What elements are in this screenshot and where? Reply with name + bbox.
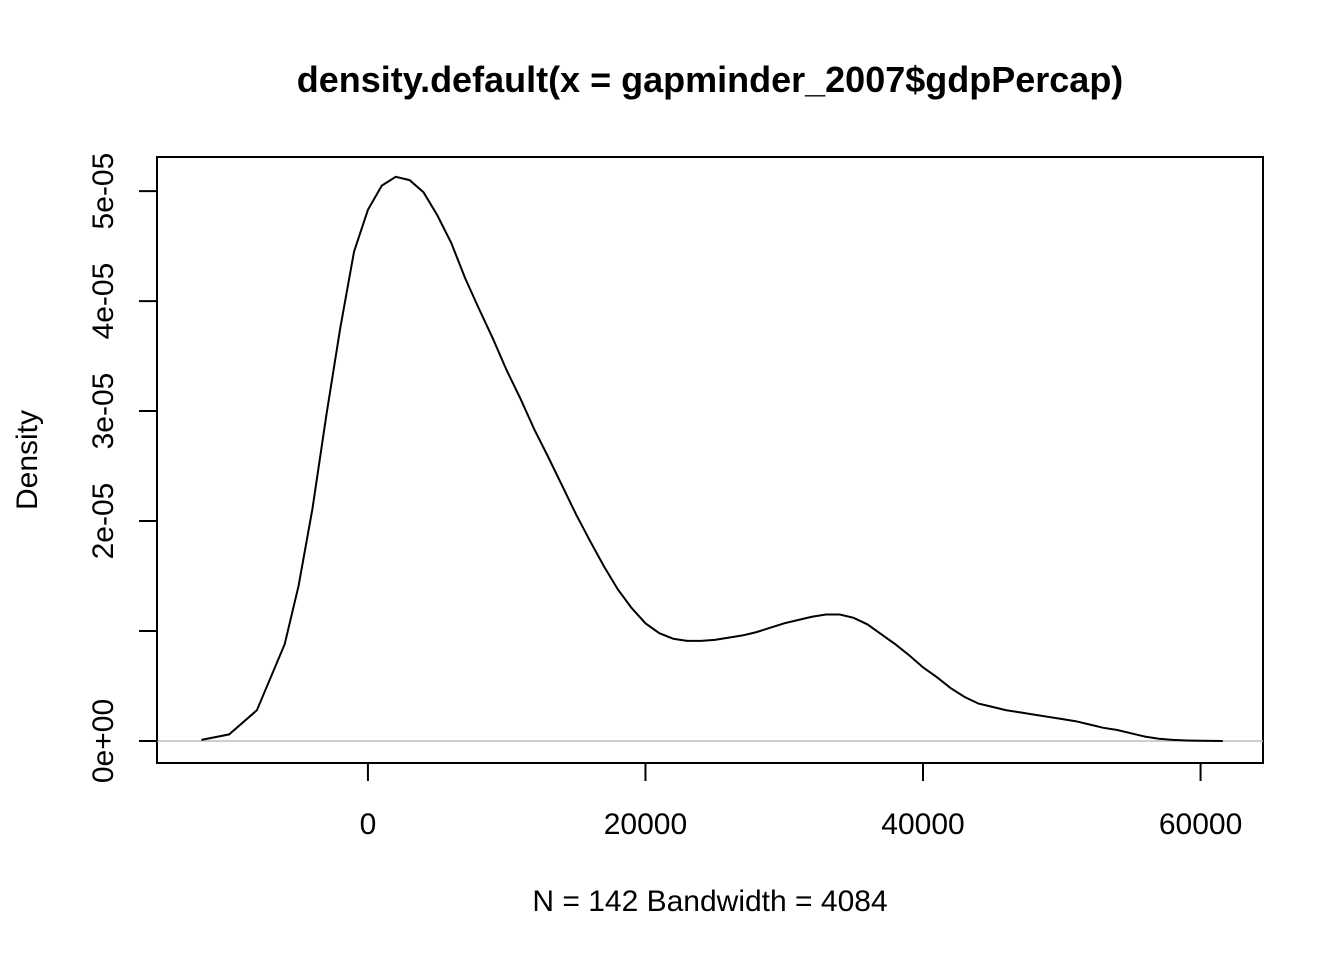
x-axis-tick-label: 60000 <box>1159 808 1242 841</box>
y-axis-tick-label: 5e-05 <box>87 153 120 230</box>
chart-title: density.default(x = gapminder_2007$gdpPe… <box>297 59 1124 100</box>
y-axis-tick-label: 3e-05 <box>87 373 120 450</box>
x-axis-tick-label: 20000 <box>604 808 687 841</box>
y-axis-tick-label: 2e-05 <box>87 483 120 560</box>
x-axis-label: N = 142 Bandwidth = 4084 <box>532 885 887 918</box>
plot-frame <box>156 156 1264 764</box>
y-axis-label: Density <box>11 410 44 510</box>
x-axis-tick-label: 0 <box>360 808 377 841</box>
y-axis-tick-label: 0e+00 <box>87 699 120 783</box>
y-axis-tick-label: 4e-05 <box>87 263 120 340</box>
y-axis: 0e+00 2e-05 3e-05 4e-05 5e-05 <box>87 153 158 783</box>
x-axis: 0 20000 40000 60000 <box>360 762 1242 841</box>
x-axis-tick-label: 40000 <box>881 808 964 841</box>
density-series-line <box>201 175 1223 742</box>
